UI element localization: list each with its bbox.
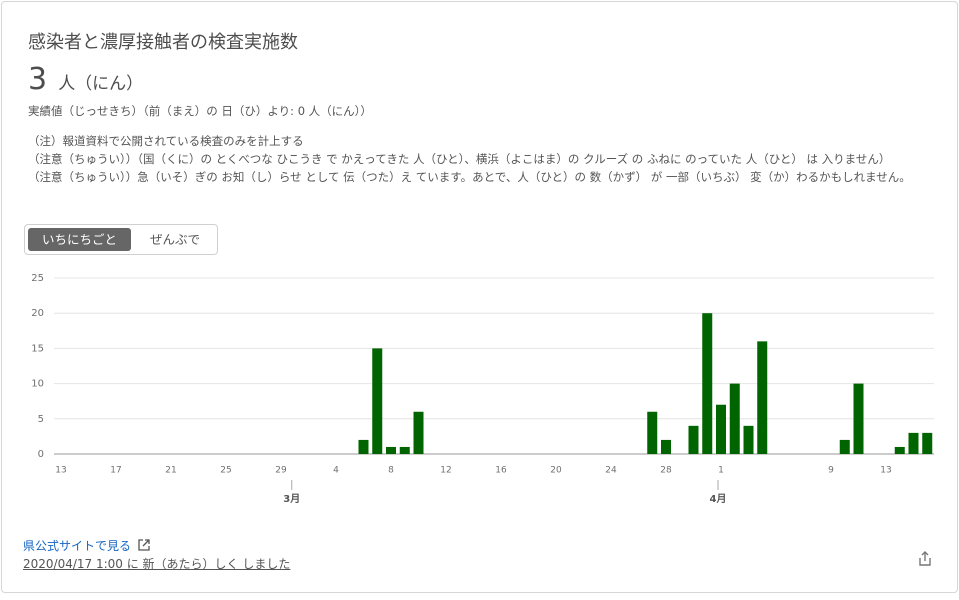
note: （注）報道資料で公開されている検査のみを計上する [28,134,304,148]
title: 感染者と濃厚接触者の検査実施数 [28,32,298,53]
y-tick-label: 15 [31,343,44,354]
x-tick-label: 1 [718,466,724,476]
updated: 2020/04/17 1:00 に 新（あたら）しく しました [23,557,291,571]
bar [743,425,754,454]
bar [688,425,699,454]
value: 3 [28,62,48,97]
bar [413,411,424,454]
bar [853,383,864,454]
x-tick-label: 25 [220,466,231,476]
month-label: 4月 [710,493,727,505]
bar [358,439,369,454]
bar [372,348,383,454]
x-tick-label: 20 [550,466,562,476]
external-icon [138,539,150,551]
x-tick-label: 13 [55,466,66,476]
bar [647,411,658,454]
bar [729,383,740,454]
bar [716,404,726,454]
y-tick-label: 5 [38,414,44,425]
chart: 0 5 10 15 20 25 13 17 21 25 29 4 8 12 16 20 24 28 1 9 13 3月 4月 [31,273,934,505]
bar [894,446,905,454]
x-tick-label: 24 [605,466,617,476]
y-tick-label: 20 [31,308,44,319]
month-label: 3月 [283,493,300,505]
bar [702,313,713,454]
x-tick-label: 28 [660,466,672,476]
toggle-daily[interactable]: いちにちごと [28,228,131,251]
share-icon[interactable] [917,551,933,567]
bar [757,341,768,454]
unit: 人（にん） [58,74,144,94]
y-tick-label: 0 [38,449,44,460]
x-tick-label: 21 [165,466,176,476]
bar [661,439,671,454]
source-link[interactable]: 県公式サイトで見る [23,537,150,554]
note: （注意（ちゅうい））急（いそ）ぎの お知（し）らせ として 伝（つた）え ていま… [28,170,911,184]
bar [839,439,850,454]
x-tick-label: 12 [440,466,451,476]
x-tick-label: 9 [828,466,834,476]
subtitle: 実績値（じっせきち）（前（まえ）の 日（ひ）より: 0 人（にん）） [28,104,372,118]
y-tick-label: 10 [31,379,44,390]
notes: （注）報道資料で公開されている検査のみを計上する （注意（ちゅうい））（国（くに… [28,132,938,186]
link-text: 県公式サイトで見る [23,539,132,553]
toggle-total[interactable]: ぜんぶで [149,232,200,247]
bar [399,446,410,454]
note: （注意（ちゅうい））（国（くに）の とくべつな ひこうき で かえってきた 人（… [28,152,891,166]
x-tick-label: 13 [880,466,891,476]
x-tick-label: 8 [388,466,394,476]
toggle: いちにちごと ぜんぶで [24,224,218,255]
bar [386,446,396,454]
bar [908,432,919,454]
x-tick-label: 16 [495,466,507,476]
x-tick-label: 4 [333,466,339,476]
x-tick-label: 17 [110,466,121,476]
y-tick-label: 25 [31,273,44,284]
x-tick-label: 29 [275,466,287,476]
bar [922,432,933,454]
